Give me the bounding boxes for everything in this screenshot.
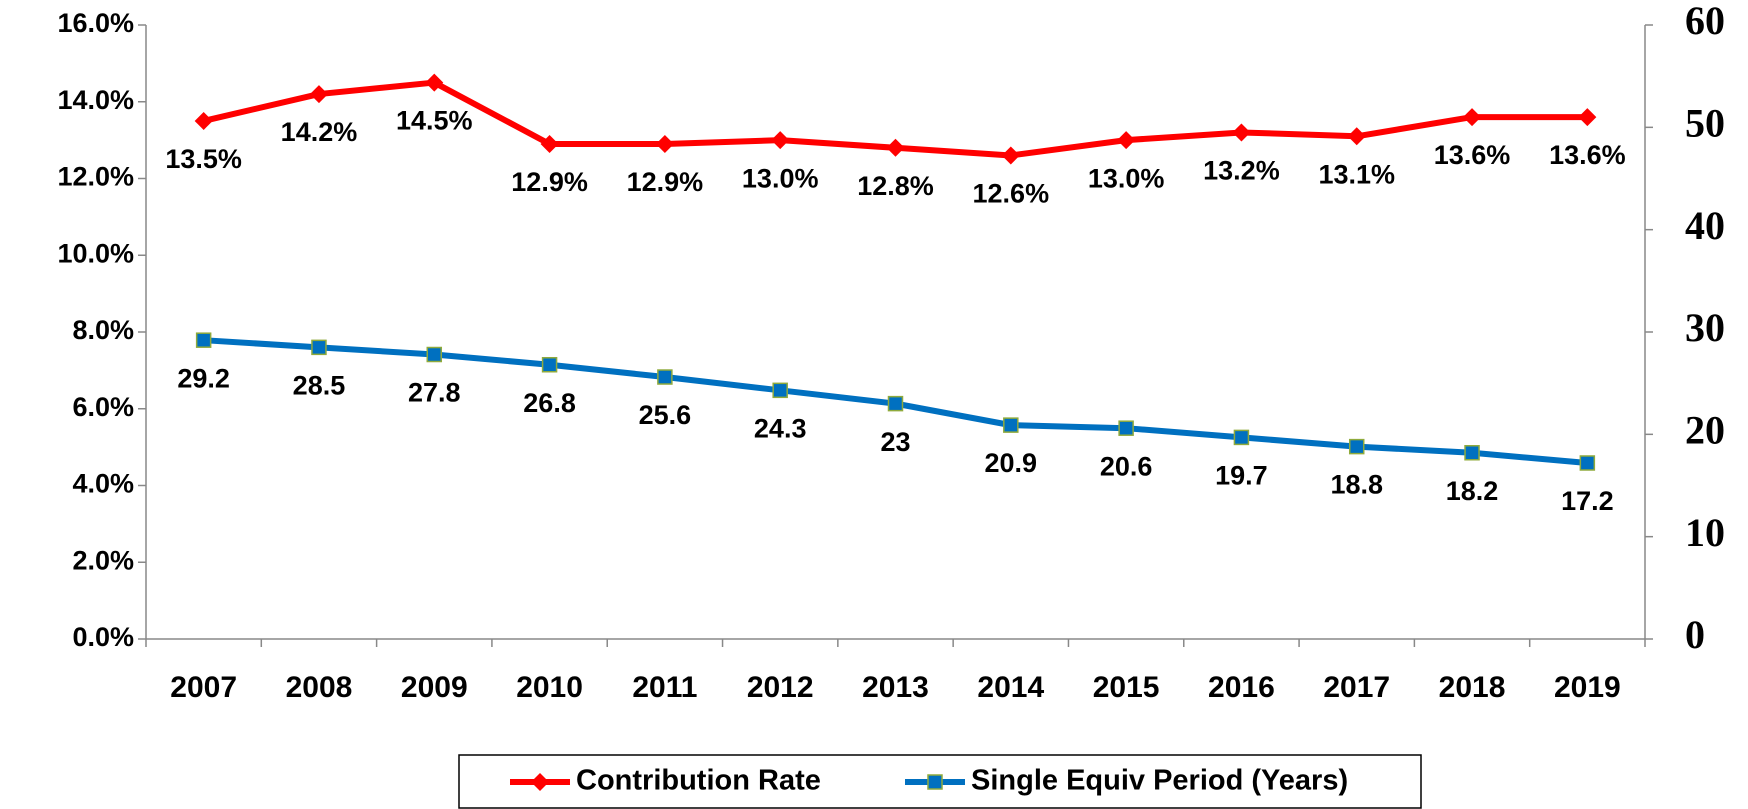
x-tick-label: 2014 [977,671,1044,704]
y2-tick-label: 60 [1685,0,1725,43]
x-tick-label: 2011 [632,671,697,704]
point [541,356,558,373]
data-label: 19.7 [1215,461,1268,491]
y-tick-label: 14.0% [57,85,134,115]
point [1578,108,1597,127]
y2-tick-label: 40 [1685,203,1725,248]
data-label: 20.6 [1100,451,1153,481]
x-tick-label: 2016 [1208,671,1275,704]
y-tick-label: 6.0% [72,392,134,422]
point [426,346,443,363]
point [772,382,788,399]
y-tick-label: 8.0% [72,315,134,345]
data-label: 14.2% [281,117,358,147]
data-label: 20.9 [985,448,1038,478]
x-tick-label: 2019 [1554,671,1621,704]
data-label: 13.1% [1318,159,1395,189]
x-tick-label: 2012 [747,671,814,704]
x-tick-label: 2017 [1323,671,1390,704]
point [1233,429,1250,446]
point [1117,131,1136,150]
data-label: 13.5% [165,144,242,174]
point [425,73,444,92]
point [771,131,790,150]
y2-tick-label: 0 [1685,612,1705,657]
data-label: 26.8 [523,388,576,418]
y2-tick-label: 30 [1685,305,1725,350]
y-tick-label: 4.0% [72,469,134,499]
point [195,332,212,348]
x-tick-label: 2013 [862,671,929,704]
data-label: 18.8 [1330,470,1383,500]
point [1003,417,1019,433]
point [1347,127,1366,146]
point [309,85,328,104]
data-label: 24.3 [754,413,807,443]
legend-marker [531,773,549,791]
legend-label: Single Equiv Period (Years) [971,765,1348,797]
point [657,369,673,385]
point [655,134,674,153]
y-tick-label: 12.0% [57,162,134,192]
point [194,111,213,130]
point [887,395,904,412]
x-tick-label: 2009 [401,671,468,704]
data-label: 13.0% [742,163,819,193]
point [1001,146,1020,165]
y2-tick-label: 50 [1685,101,1725,146]
x-tick-label: 2007 [170,671,237,704]
data-label: 13.6% [1434,140,1511,170]
y-tick-label: 10.0% [57,238,134,268]
data-label: 12.9% [511,167,588,197]
data-label: 12.9% [627,167,704,197]
data-label: 28.5 [293,370,346,400]
data-label: 12.8% [857,171,934,201]
data-label: 12.6% [973,179,1050,209]
point [1464,445,1480,461]
y2-tick-label: 10 [1685,510,1725,555]
x-tick-label: 2018 [1439,671,1506,704]
point [1463,108,1482,127]
point [1118,420,1134,436]
point [1232,123,1251,142]
y-tick-label: 0.0% [72,622,134,652]
legend-marker [927,774,943,790]
data-label: 29.2 [177,363,230,393]
point [1348,438,1365,455]
x-tick-label: 2010 [516,671,583,704]
x-tick-label: 2015 [1093,671,1160,704]
point [1579,455,1596,471]
point [311,339,327,356]
data-label: 13.6% [1549,140,1626,170]
data-label: 23 [880,427,910,457]
y2-tick-label: 20 [1685,408,1725,453]
data-label: 13.0% [1088,163,1165,193]
data-label: 27.8 [408,378,461,408]
y-tick-label: 16.0% [57,8,134,38]
point [540,134,559,153]
point [886,138,905,157]
data-label: 13.2% [1203,156,1280,186]
data-label: 17.2 [1561,486,1614,516]
data-label: 18.2 [1446,476,1499,506]
data-label: 25.6 [639,400,692,430]
x-tick-label: 2008 [286,671,353,704]
data-label: 14.5% [396,106,473,136]
legend-label: Contribution Rate [576,765,821,797]
y-tick-label: 2.0% [72,545,134,575]
